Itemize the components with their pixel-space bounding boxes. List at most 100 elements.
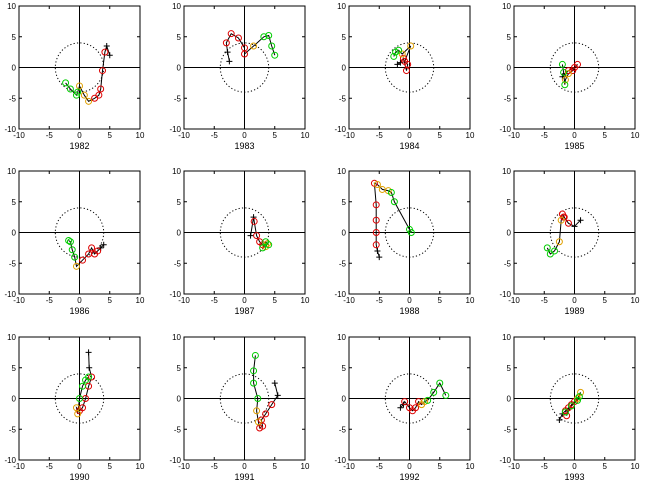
x-tick-label: -10 (178, 296, 190, 305)
data-point (574, 395, 582, 402)
y-tick-label: 0 (177, 64, 182, 73)
data-point (557, 216, 565, 224)
y-tick-label: -5 (174, 259, 182, 268)
data-point (74, 410, 82, 418)
data-point (66, 238, 74, 246)
subplot-1982: -10 -5 0 5 10 -10 -5 0 5 10 1982 (4, 2, 145, 151)
data-point (259, 244, 267, 252)
x-tick-label: -10 (343, 131, 355, 140)
data-point (401, 57, 409, 65)
y-tick-label: -5 (504, 259, 512, 268)
x-tick-label: 0 (242, 296, 247, 305)
data-point (399, 54, 407, 62)
data-point (372, 241, 380, 249)
y-tick-label: -5 (174, 425, 182, 434)
reference-circle (219, 207, 270, 258)
y-tick-label: -10 (4, 125, 16, 134)
y-tick-label: 5 (12, 33, 17, 42)
subplot-title: 1989 (564, 306, 584, 316)
x-tick-label: 5 (273, 131, 278, 140)
y-tick-label: 10 (172, 167, 181, 176)
y-tick-label: 0 (12, 395, 17, 404)
reference-circle (384, 207, 435, 258)
y-tick-label: -10 (4, 456, 16, 465)
start-marker (577, 217, 584, 224)
y-tick-label: -10 (334, 456, 346, 465)
data-point (91, 94, 99, 102)
subplot-title: 1992 (399, 472, 419, 482)
subplot-1983: -10 -5 0 5 10 -10 -5 0 5 10 1983 (169, 2, 310, 151)
data-point (262, 238, 270, 246)
y-tick-label: 10 (337, 2, 346, 11)
data-point (76, 395, 83, 402)
x-tick-label: 0 (242, 462, 247, 471)
y-tick-label: 0 (507, 395, 512, 404)
x-tick-label: -10 (13, 462, 25, 471)
subplot-title: 1982 (69, 141, 89, 151)
x-tick-label: -5 (211, 296, 219, 305)
y-tick-label: -5 (339, 425, 347, 434)
reference-circle (384, 373, 435, 424)
data-point (561, 81, 569, 89)
subplot-1991: -10 -5 0 5 10 -10 -5 0 5 10 1991 (169, 333, 310, 482)
x-tick-label: 10 (301, 462, 310, 471)
data-point (250, 379, 258, 387)
y-tick-label: -10 (169, 290, 181, 299)
data-point (561, 408, 569, 416)
x-tick-label: 0 (407, 296, 412, 305)
x-tick-label: -10 (13, 296, 25, 305)
trajectory-line (373, 182, 412, 258)
data-point (268, 42, 276, 50)
x-tick-label: -5 (541, 296, 549, 305)
data-point (392, 48, 400, 56)
y-tick-label: 0 (342, 64, 347, 73)
x-tick-label: 5 (108, 296, 113, 305)
x-tick-label: -10 (178, 462, 190, 471)
subplot-1986: -10 -5 0 5 10 -10 -5 0 5 10 1986 (4, 167, 145, 316)
start-marker (376, 254, 383, 261)
x-tick-label: 0 (77, 462, 82, 471)
y-tick-label: -5 (339, 259, 347, 268)
x-tick-label: 10 (466, 296, 475, 305)
data-point (577, 388, 585, 396)
x-tick-label: -10 (178, 131, 190, 140)
start-marker (271, 380, 278, 387)
data-point (79, 256, 87, 264)
x-tick-label: -10 (343, 296, 355, 305)
start-marker (571, 223, 578, 230)
x-tick-label: 0 (242, 131, 247, 140)
y-tick-label: -5 (9, 425, 17, 434)
subplot-1988: -10 -5 0 5 10 -10 -5 0 5 10 1988 (334, 167, 475, 316)
start-marker (394, 61, 401, 68)
reference-circle (219, 373, 270, 424)
x-tick-label: 10 (631, 462, 640, 471)
data-point (241, 50, 248, 58)
y-tick-label: -5 (504, 94, 512, 103)
data-point (370, 179, 378, 187)
start-marker (556, 417, 563, 424)
y-tick-label: 5 (177, 364, 182, 373)
data-point (564, 67, 572, 75)
y-tick-label: 0 (177, 229, 182, 238)
y-tick-label: -10 (499, 290, 511, 299)
y-tick-label: 5 (12, 198, 17, 207)
data-point (564, 70, 572, 78)
data-point (88, 373, 96, 381)
x-tick-label: 5 (603, 296, 608, 305)
x-tick-label: 5 (438, 131, 443, 140)
x-tick-label: 5 (108, 131, 113, 140)
data-point (222, 39, 230, 47)
data-point (372, 201, 380, 209)
subplot-1993: -10 -5 0 5 10 -10 -5 0 5 10 1993 (499, 333, 640, 482)
x-tick-label: 10 (301, 296, 310, 305)
x-tick-label: 0 (77, 296, 82, 305)
y-tick-label: 10 (337, 167, 346, 176)
start-marker (374, 247, 381, 254)
data-point (80, 91, 88, 99)
y-tick-label: -5 (504, 425, 512, 434)
data-point (372, 229, 380, 236)
x-tick-label: 10 (136, 131, 145, 140)
data-point (253, 232, 261, 240)
x-tick-label: -10 (508, 296, 520, 305)
x-tick-label: 10 (136, 462, 145, 471)
